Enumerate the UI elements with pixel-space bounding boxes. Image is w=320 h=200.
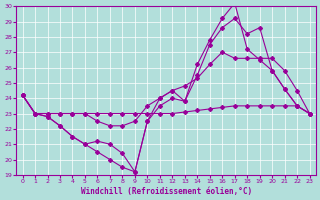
X-axis label: Windchill (Refroidissement éolien,°C): Windchill (Refroidissement éolien,°C) bbox=[81, 187, 252, 196]
